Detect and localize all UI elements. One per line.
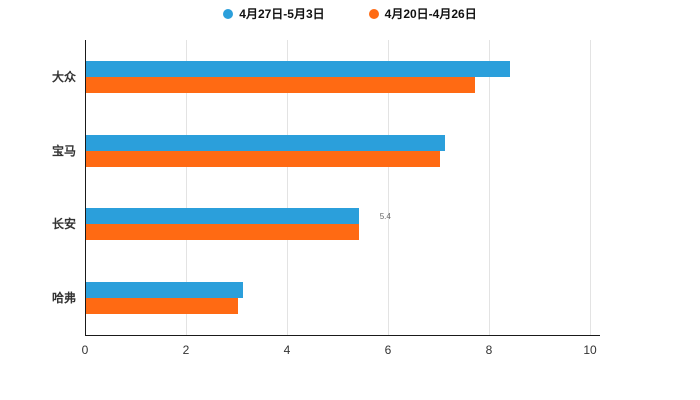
bar-series-1-长安[interactable]: [86, 224, 359, 241]
x-tick-label: 0: [81, 343, 89, 357]
x-tick-label: 2: [182, 343, 190, 357]
bar-series-0-宝马[interactable]: [86, 134, 445, 151]
x-tick-label: 4: [283, 343, 291, 357]
gridline: [388, 40, 389, 335]
legend-item[interactable]: 4月20日-4月26日: [368, 7, 477, 21]
bar-series-1-哈弗[interactable]: [86, 298, 238, 315]
x-tick-label: 8: [485, 343, 493, 357]
y-axis-line: [85, 40, 86, 335]
legend-color-dot: [223, 9, 234, 19]
legend-label: 4月20日-4月26日: [384, 7, 477, 21]
gridline: [186, 40, 187, 335]
x-axis-line: [85, 335, 600, 336]
gridline: [489, 40, 490, 335]
gridline: [590, 40, 591, 335]
x-tick-label: 10: [583, 343, 597, 357]
legend-color-dot: [368, 9, 379, 19]
chart-legend: 4月27日-5月3日 4月20日-4月26日: [0, 8, 700, 20]
bar-series-1-宝马[interactable]: [86, 150, 440, 167]
bar-value-annotation: 5.4: [379, 212, 391, 222]
y-category-label: 大众: [51, 69, 76, 84]
bar-series-1-大众[interactable]: [86, 76, 475, 93]
gridline: [287, 40, 288, 335]
y-category-label: 宝马: [51, 143, 76, 158]
bar-series-0-大众[interactable]: [86, 60, 511, 77]
x-tick-label: 6: [384, 343, 392, 357]
y-category-label: 哈弗: [51, 291, 76, 306]
bar-series-0-哈弗[interactable]: [86, 282, 243, 299]
legend-label: 4月27日-5月3日: [239, 7, 325, 21]
legend-item[interactable]: 4月27日-5月3日: [223, 7, 325, 21]
bar-series-0-长安[interactable]: [86, 208, 359, 225]
y-category-label: 长安: [51, 217, 76, 232]
